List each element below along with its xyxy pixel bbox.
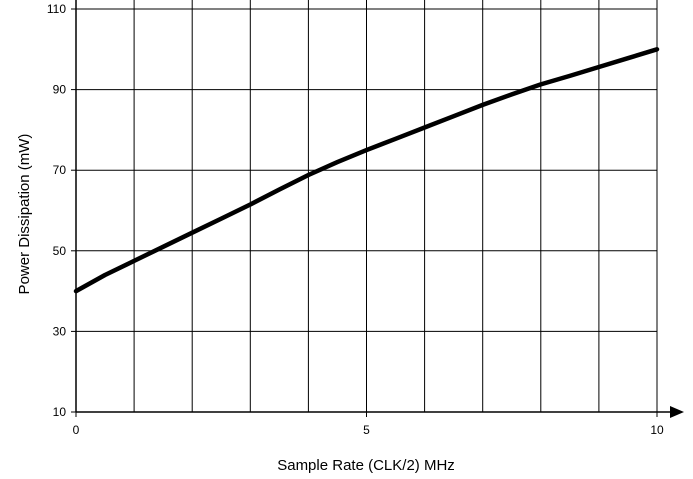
axes xyxy=(75,0,684,418)
grid xyxy=(76,0,658,412)
series xyxy=(73,47,660,294)
tick-labels: 0 5 10 10 30 50 70 90 110 xyxy=(47,2,664,437)
y-tick-label-1: 30 xyxy=(53,324,67,338)
y-axis-label: Power Dissipation (mW) xyxy=(16,134,33,295)
x-axis-label: Sample Rate (CLK/2) MHz xyxy=(277,457,455,474)
x-tick-label-1: 5 xyxy=(363,423,370,437)
y-tick-label-5: 110 xyxy=(47,2,66,16)
series-line-0 xyxy=(73,47,660,294)
y-tick-label-2: 50 xyxy=(53,244,67,258)
x-tick-label-2: 10 xyxy=(650,423,664,437)
y-tick-label-3: 70 xyxy=(53,163,67,177)
y-tick-label-0: 10 xyxy=(53,405,67,419)
y-tick-label-4: 90 xyxy=(53,83,67,97)
x-axis-arrow-icon xyxy=(670,406,684,418)
x-tick-label-0: 0 xyxy=(73,423,80,437)
